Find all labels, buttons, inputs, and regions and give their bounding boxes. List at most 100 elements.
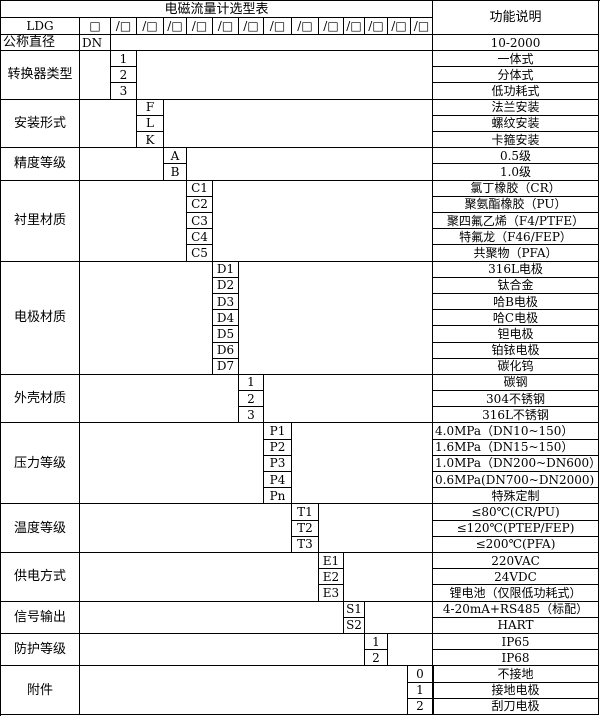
blank-cell (292, 423, 433, 505)
group-label: 衬里材质 (1, 180, 80, 262)
blank-cell (80, 374, 239, 424)
group-label: 信号输出 (1, 601, 80, 634)
blank-cell (80, 601, 344, 634)
model-slot: /□ (111, 18, 137, 35)
nominal-label: 公称直径 (1, 35, 80, 51)
option-code: C5 (187, 245, 213, 262)
option-desc: 特氟龙（F46/FEP） (433, 229, 599, 246)
model-slot: /□ (137, 18, 164, 35)
model-slot: /□ (292, 18, 319, 35)
option-desc: 哈B电极 (433, 293, 599, 311)
option-code: L (137, 115, 164, 132)
blank-cell (111, 35, 433, 51)
group-label: 温度等级 (1, 504, 80, 554)
model-prefix: LDG (1, 18, 80, 35)
model-slot: /□ (164, 18, 187, 35)
option-desc: 1.0级 (433, 164, 599, 181)
option-code: 2 (111, 67, 137, 84)
table-title: 电磁流量计选型表 (1, 1, 433, 18)
blank-cell (319, 504, 433, 554)
blank-cell (264, 374, 433, 424)
blank-cell (80, 148, 164, 181)
option-code: K (137, 131, 164, 149)
option-code: Pn (264, 488, 292, 505)
option-code: F (137, 99, 164, 116)
option-code: 3 (111, 83, 137, 100)
group-label: 精度等级 (1, 148, 80, 181)
blank-cell (187, 148, 433, 181)
option-code: 2 (239, 391, 264, 408)
option-desc: HART (433, 617, 599, 635)
option-desc: 碳化钨 (433, 358, 599, 375)
option-code: C1 (187, 180, 213, 197)
option-code: T1 (292, 504, 319, 521)
option-code: 2 (408, 698, 433, 715)
option-code: P2 (264, 439, 292, 456)
option-code: 3 (239, 407, 264, 424)
option-code: B (164, 164, 187, 181)
model-slot: /□ (365, 18, 388, 35)
option-desc: 316L不锈钢 (433, 407, 599, 424)
option-desc: ≤80℃(CR/PU) (433, 504, 599, 521)
option-code: D3 (213, 293, 239, 311)
option-desc: 4.0MPa（DN10~150） (433, 423, 599, 440)
model-slot: /□ (213, 18, 239, 35)
model-slot: /□ (187, 18, 213, 35)
blank-cell (239, 261, 433, 375)
option-code: T2 (292, 520, 319, 537)
blank-cell (80, 553, 319, 602)
option-desc: 4-20mA+RS485（标配） (433, 601, 599, 618)
blank-cell (80, 423, 264, 505)
option-desc: 1.6MPa（DN15~150） (433, 439, 599, 456)
option-code: 1 (365, 634, 388, 651)
blank-cell (388, 634, 433, 667)
group-label: 防护等级 (1, 634, 80, 667)
option-code: D7 (213, 358, 239, 375)
group-label: 外壳材质 (1, 374, 80, 424)
option-code: P4 (264, 472, 292, 489)
blank-cell (213, 180, 433, 262)
option-code: 1 (111, 51, 137, 68)
option-code: 1 (239, 374, 264, 392)
blank-cell (80, 504, 292, 554)
option-desc: 卡箍安装 (433, 131, 599, 149)
option-code: P3 (264, 455, 292, 473)
option-code: A (164, 148, 187, 165)
option-desc: 锂电池（仅限低功耗式） (433, 585, 599, 602)
option-desc: 刮刀电极 (433, 698, 599, 715)
option-code: E2 (319, 569, 344, 586)
option-desc: 聚氨酯橡胶（PU） (433, 196, 599, 213)
option-desc: 低功耗式 (433, 83, 599, 100)
option-desc: 1.0MPa（DN200~DN600） (433, 455, 599, 473)
option-code: 2 (365, 650, 388, 667)
blank-cell (80, 634, 365, 667)
option-code: D1 (213, 261, 239, 278)
model-slot: /□ (239, 18, 264, 35)
option-desc: 钛合金 (433, 277, 599, 294)
option-code: D2 (213, 277, 239, 294)
option-code: E1 (319, 553, 344, 570)
group-label: 供电方式 (1, 553, 80, 602)
group-label: 压力等级 (1, 423, 80, 505)
group-label: 转换器类型 (1, 51, 80, 100)
option-code: T3 (292, 536, 319, 554)
blank-cell (164, 99, 433, 149)
model-slot: □ (80, 18, 111, 35)
option-desc: 铂铱电极 (433, 342, 599, 359)
blank-cell (80, 180, 187, 262)
option-code: 1 (408, 682, 433, 699)
option-desc: 不接地 (433, 666, 599, 683)
blank-cell (365, 601, 433, 634)
option-desc: 0.6MPa(DN700~DN2000) (433, 472, 599, 489)
group-label: 安装形式 (1, 99, 80, 149)
option-desc: 24VDC (433, 569, 599, 586)
option-desc: 哈C电极 (433, 310, 599, 327)
model-slot: /□ (264, 18, 292, 35)
model-slot: /□ (319, 18, 344, 35)
option-desc: IP68 (433, 650, 599, 667)
blank-cell (137, 51, 433, 100)
option-code: D5 (213, 326, 239, 343)
option-desc: 特殊定制 (433, 488, 599, 505)
blank-cell (80, 51, 111, 100)
